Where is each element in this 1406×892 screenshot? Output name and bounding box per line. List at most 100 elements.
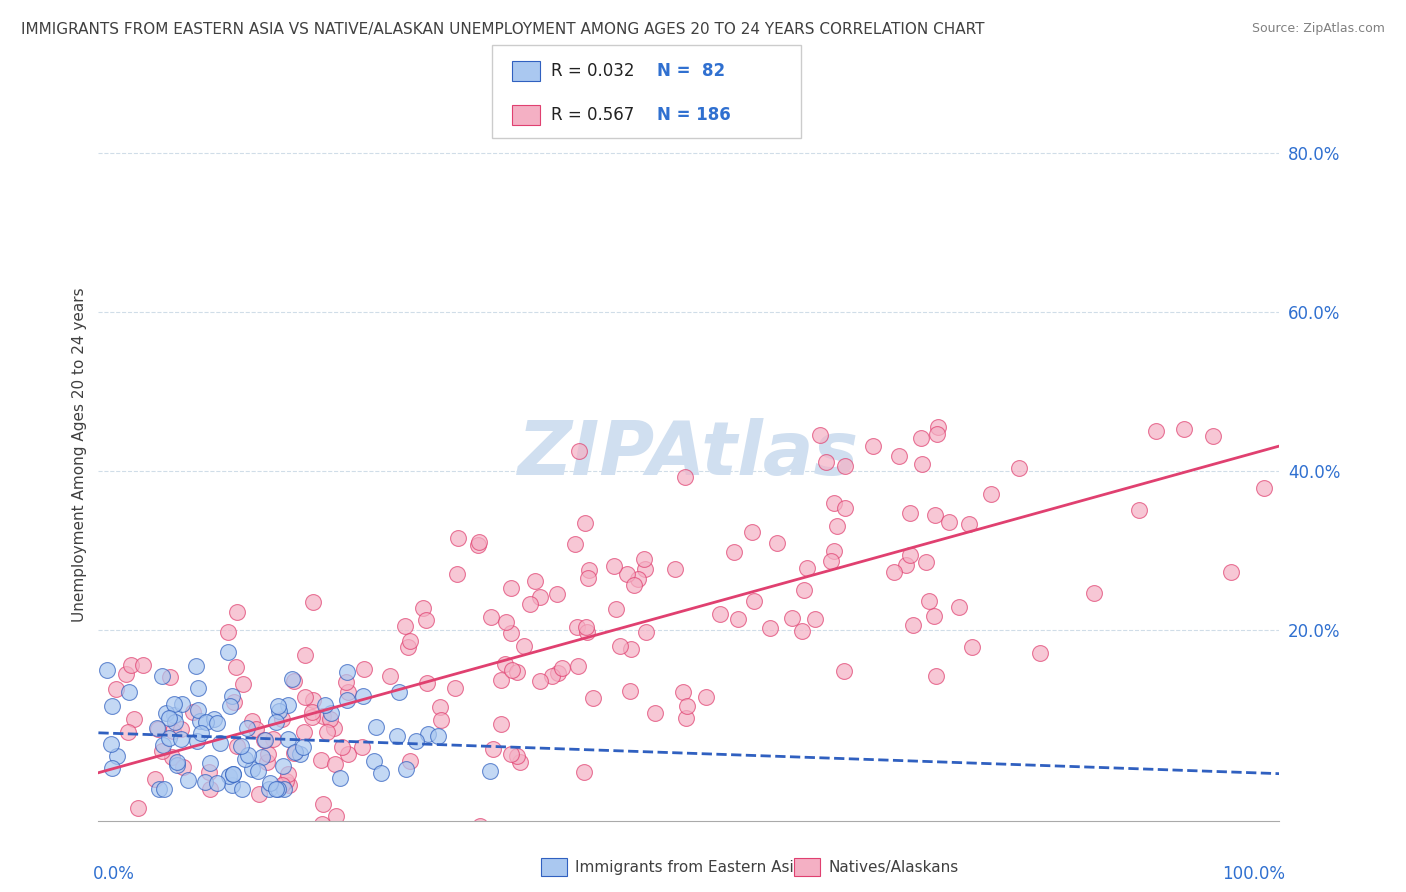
Point	[481, 742, 503, 756]
Point	[900, 506, 922, 520]
Point	[574, 516, 596, 530]
Point	[232, 677, 254, 691]
Point	[311, 817, 333, 831]
Point	[100, 737, 122, 751]
Point	[576, 571, 599, 585]
Point	[479, 610, 502, 624]
Point	[319, 706, 342, 720]
Point	[309, 753, 332, 767]
Point	[644, 706, 666, 721]
Point	[257, 747, 280, 761]
Point	[675, 711, 697, 725]
Point	[276, 731, 298, 746]
Point	[225, 659, 247, 673]
Point	[820, 554, 842, 568]
Point	[146, 721, 169, 735]
Point	[335, 675, 357, 690]
Text: R = 0.567: R = 0.567	[551, 106, 634, 124]
Point	[834, 500, 856, 515]
Point	[319, 712, 342, 726]
Point	[378, 669, 401, 683]
Point	[792, 624, 814, 638]
Point	[1253, 481, 1275, 495]
Point	[200, 756, 222, 771]
Point	[723, 545, 745, 559]
Point	[273, 781, 295, 796]
Point	[267, 698, 290, 713]
Point	[741, 524, 763, 539]
Point	[157, 731, 180, 746]
Point	[143, 772, 166, 787]
Point	[673, 470, 696, 484]
Point	[271, 778, 294, 792]
Point	[541, 669, 564, 683]
Point	[281, 672, 304, 686]
Point	[247, 764, 270, 778]
Point	[501, 625, 523, 640]
Point	[352, 690, 374, 704]
Point	[894, 558, 917, 572]
Point	[186, 733, 208, 747]
Point	[1144, 424, 1167, 438]
Point	[221, 689, 243, 703]
Point	[546, 587, 568, 601]
Point	[675, 699, 697, 714]
Point	[887, 450, 910, 464]
Point	[294, 690, 316, 705]
Point	[582, 691, 605, 706]
Point	[398, 634, 420, 648]
Text: N = 186: N = 186	[657, 106, 730, 124]
Point	[925, 427, 948, 442]
Point	[418, 727, 440, 741]
Point	[915, 555, 938, 569]
Point	[323, 757, 346, 772]
Point	[277, 698, 299, 712]
Point	[155, 706, 177, 720]
Point	[529, 591, 551, 605]
Point	[399, 754, 422, 768]
Point	[664, 562, 686, 576]
Point	[267, 781, 290, 796]
Point	[236, 748, 259, 763]
Point	[292, 739, 315, 754]
Point	[447, 532, 470, 546]
Point	[578, 563, 600, 577]
Point	[288, 747, 311, 761]
Point	[709, 607, 731, 621]
Point	[259, 776, 281, 790]
Point	[187, 681, 209, 696]
Point	[446, 567, 468, 582]
Point	[157, 711, 180, 725]
Point	[205, 775, 228, 789]
Point	[117, 822, 139, 836]
Point	[672, 685, 695, 699]
Point	[834, 459, 856, 474]
Point	[911, 458, 934, 472]
Point	[330, 740, 353, 755]
Point	[267, 704, 290, 718]
Text: 0.0%: 0.0%	[93, 864, 135, 882]
Point	[529, 673, 551, 688]
Point	[100, 698, 122, 713]
Point	[217, 624, 239, 639]
Point	[100, 822, 122, 836]
Point	[366, 720, 388, 734]
Point	[506, 749, 529, 764]
Point	[509, 755, 531, 769]
Point	[314, 698, 336, 713]
Point	[429, 700, 451, 714]
Point	[148, 781, 170, 796]
Point	[636, 625, 658, 640]
Point	[793, 583, 815, 598]
Text: R = 0.032: R = 0.032	[551, 62, 634, 79]
Point	[415, 613, 437, 627]
Point	[169, 722, 191, 736]
Point	[283, 747, 305, 761]
Point	[765, 536, 787, 550]
Point	[388, 685, 411, 699]
Point	[825, 518, 848, 533]
Point	[938, 515, 960, 529]
Point	[198, 764, 221, 779]
Point	[468, 535, 491, 549]
Point	[922, 608, 945, 623]
